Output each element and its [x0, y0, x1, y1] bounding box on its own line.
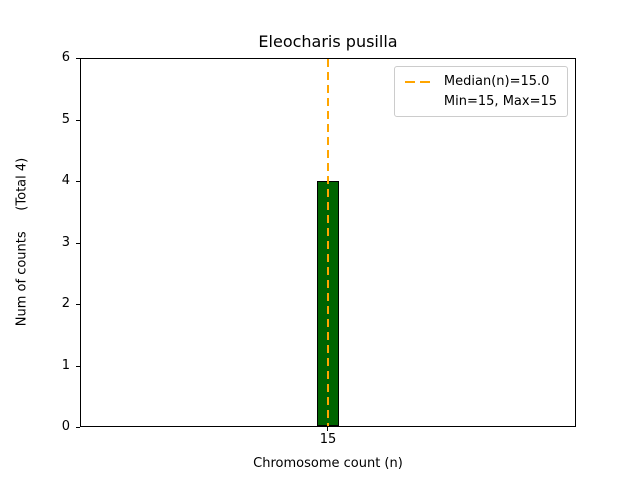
y-tick-mark: [76, 304, 80, 305]
y-tick-mark: [76, 58, 80, 59]
y-tick-mark: [76, 427, 80, 428]
x-tick-label: 15: [319, 432, 337, 447]
legend-label-minmax: Min=15, Max=15: [443, 94, 557, 109]
y-tick-mark: [76, 119, 80, 121]
legend-label-median: Median(n)=15.0: [443, 74, 550, 89]
legend-entry-minmax: Min=15, Max=15: [405, 94, 557, 109]
y-tick-label: 6: [61, 50, 70, 65]
y-tick-label: 4: [61, 173, 70, 188]
legend-empty-handle: [405, 101, 435, 103]
legend-dashed-line-sample: [404, 80, 435, 83]
y-tick-label: 5: [61, 111, 70, 127]
x-axis-label: Chromosome count (n): [253, 456, 403, 471]
y-tick-label: 3: [61, 234, 70, 250]
y-tick-mark: [76, 365, 80, 367]
y-axis-label: Num of counts (Total 4): [14, 157, 30, 327]
legend-entry-median: Median(n)=15.0: [404, 74, 557, 89]
x-tick-mark: [327, 427, 328, 431]
y-tick-mark: [76, 181, 80, 182]
legend: Median(n)=15.0 Min=15, Max=15: [393, 66, 568, 117]
chart-title: Eleocharis pusilla: [258, 32, 398, 51]
y-tick-label: 1: [61, 357, 70, 373]
median-line: [327, 59, 329, 426]
plot-area: Median(n)=15.0 Min=15, Max=15: [80, 58, 576, 427]
y-tick-mark: [76, 242, 80, 244]
y-tick-label: 2: [61, 296, 70, 311]
y-tick-label: 0: [61, 419, 70, 434]
